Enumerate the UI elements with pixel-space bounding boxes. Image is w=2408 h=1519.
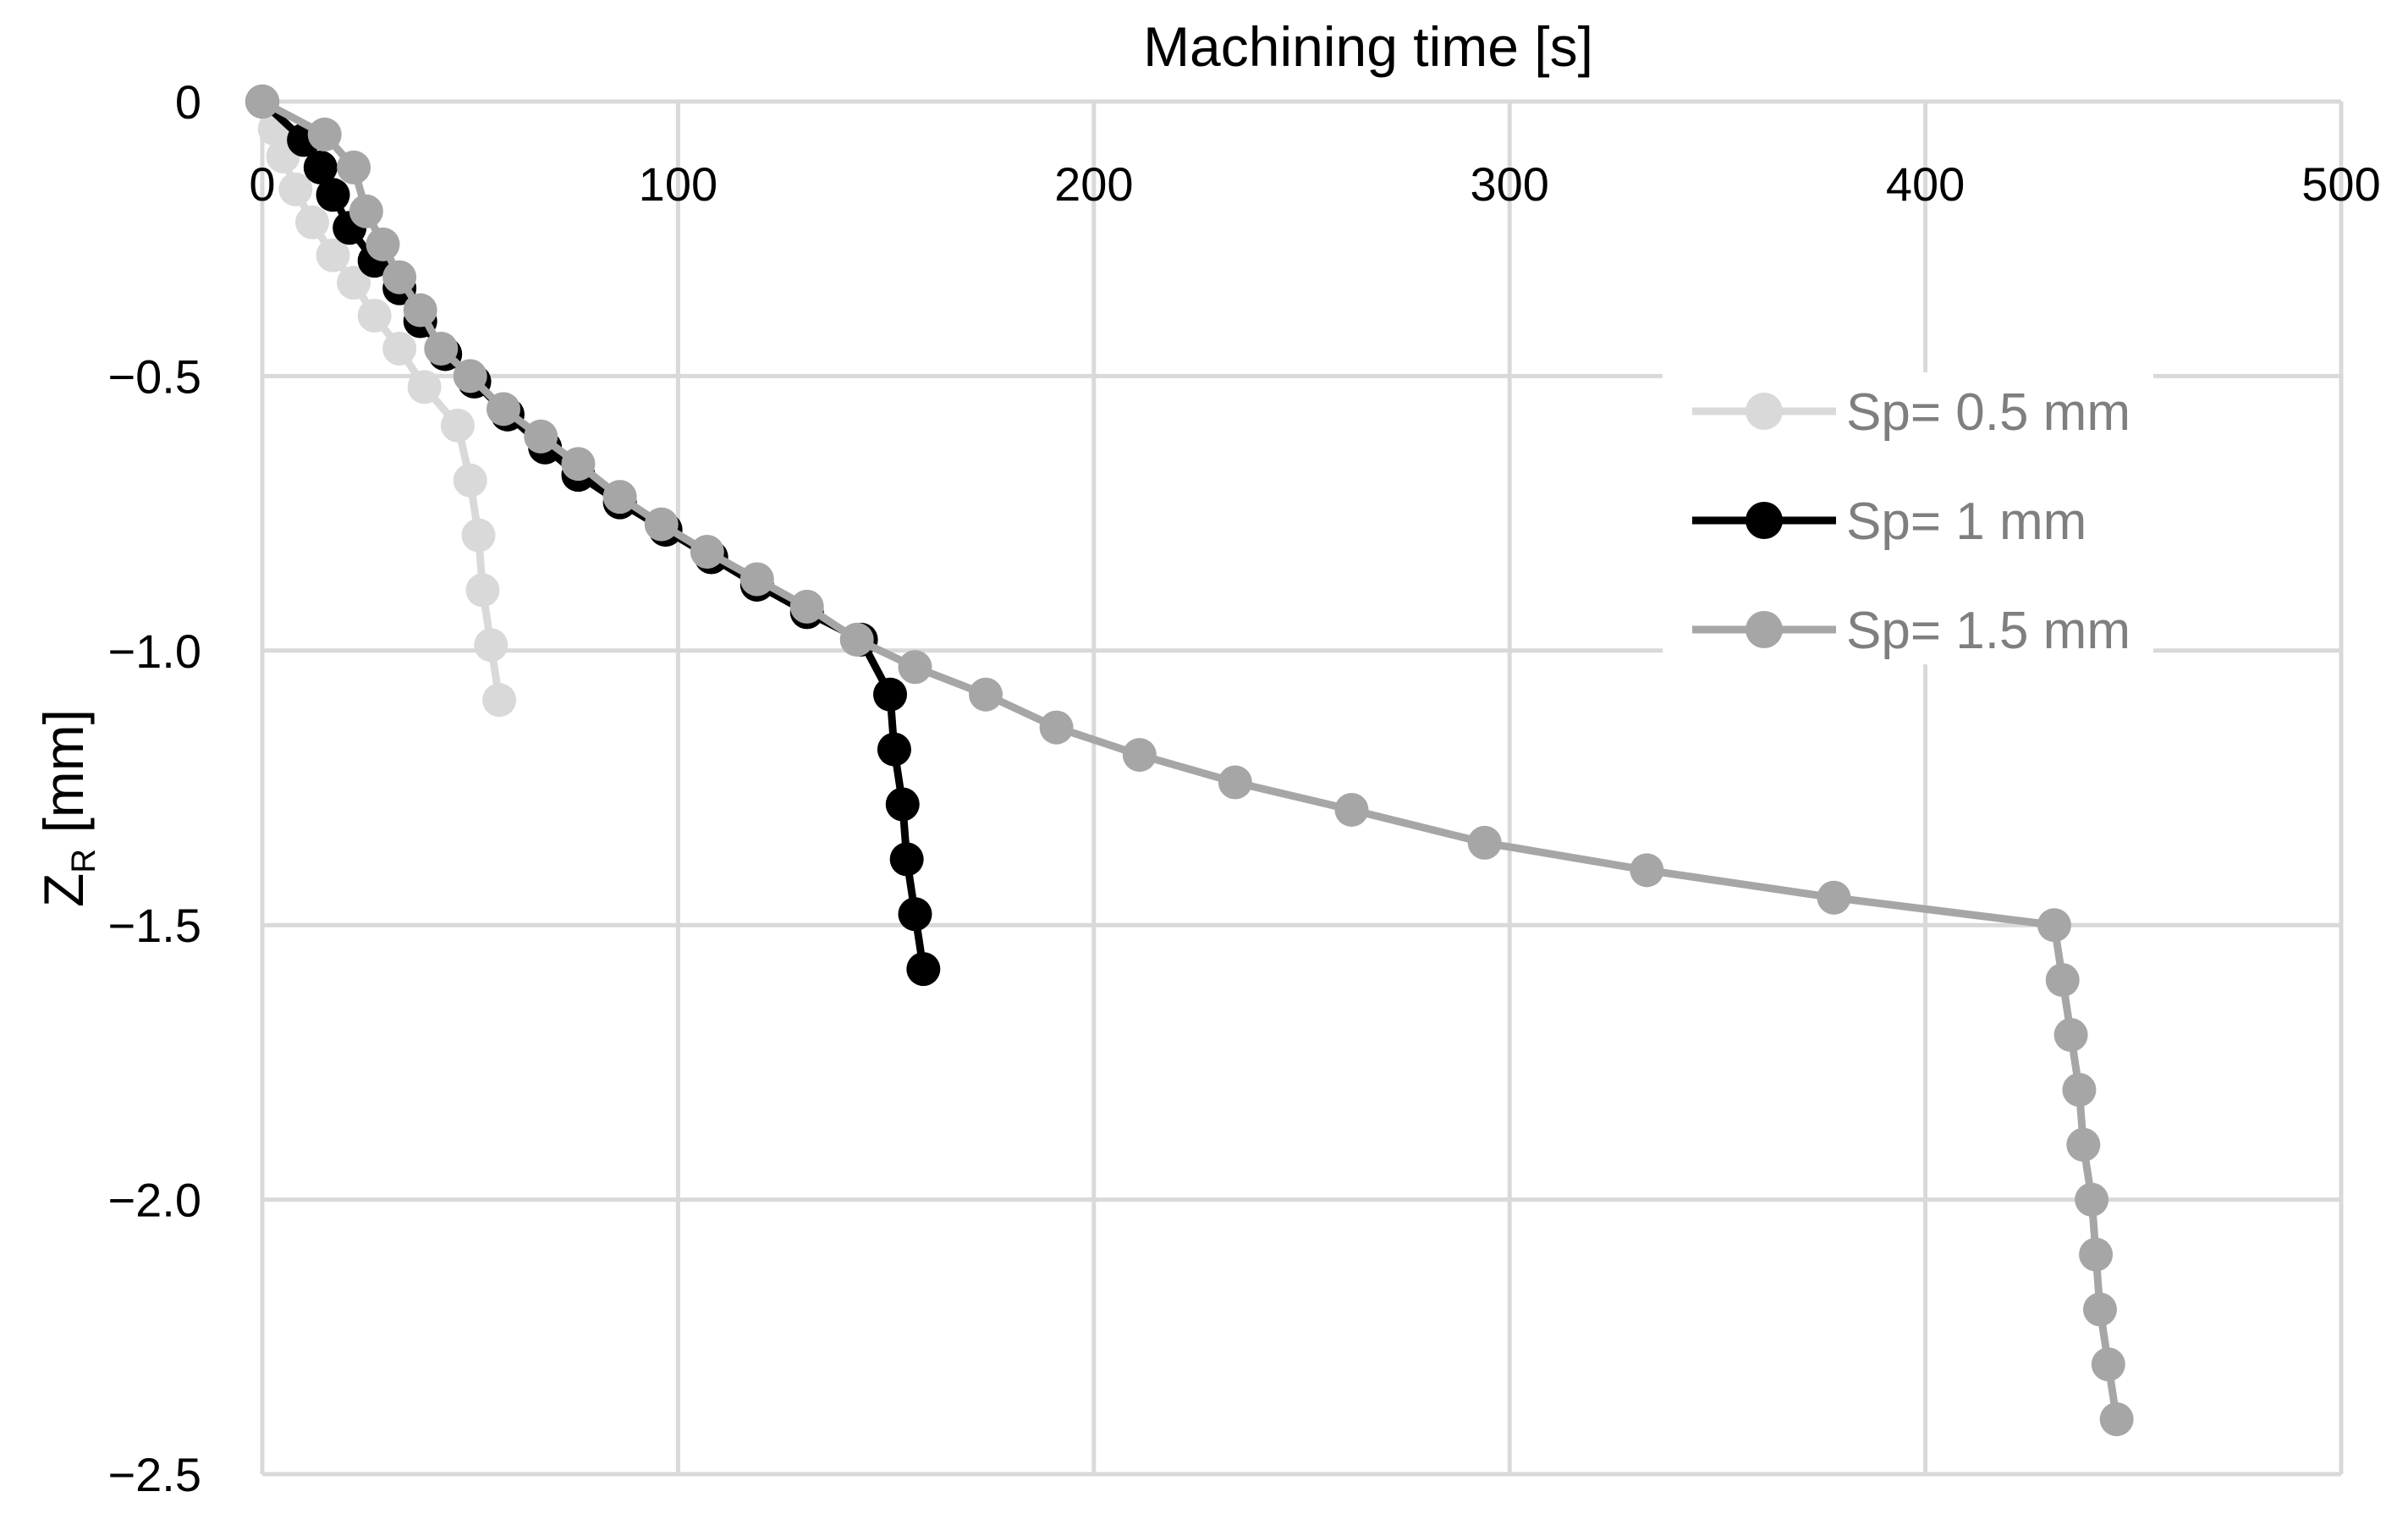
data-point — [424, 331, 459, 366]
data-point — [337, 266, 371, 300]
data-point — [644, 507, 679, 542]
y-tick-labels: 0 −0.5 −1.0 −1.5 −2.0 −2.5 — [107, 75, 201, 1501]
data-point — [2037, 908, 2071, 943]
data-point — [1122, 738, 1157, 773]
x-tick-label: 400 — [1886, 157, 1965, 211]
x-tick-label: 100 — [639, 157, 717, 211]
data-point — [474, 628, 509, 663]
y-tick-label: −1.5 — [107, 899, 201, 952]
legend-marker — [1746, 611, 1783, 648]
data-point — [307, 117, 342, 151]
data-point — [1467, 825, 1502, 860]
data-point — [2053, 1017, 2088, 1052]
data-point — [487, 392, 521, 427]
data-point — [482, 683, 517, 718]
legend-item-3: Sp= 1.5 mm — [1692, 602, 2130, 660]
data-point — [877, 732, 911, 767]
data-point — [2099, 1402, 2134, 1437]
data-point — [898, 650, 932, 685]
data-point — [1039, 710, 1074, 745]
data-point — [524, 419, 558, 454]
data-point — [906, 952, 941, 987]
data-point — [690, 535, 724, 570]
x-axis-title: Machining time [s] — [1143, 15, 1593, 78]
data-point — [1218, 765, 1252, 800]
data-point — [278, 172, 313, 206]
y-axis-title: ZR [mm] — [32, 709, 102, 907]
y-tick-label: −2.0 — [107, 1174, 201, 1227]
data-point — [789, 589, 824, 624]
y-tick-label: 0 — [175, 75, 201, 129]
data-point — [245, 85, 279, 118]
data-point — [465, 573, 500, 608]
data-point — [2075, 1182, 2109, 1217]
data-point — [739, 562, 774, 597]
data-point — [561, 447, 596, 482]
data-point — [969, 677, 1003, 712]
data-point — [2079, 1237, 2114, 1272]
data-point — [1817, 880, 1851, 915]
data-point — [316, 238, 350, 272]
data-point — [885, 787, 920, 822]
y-tick-label: −1.0 — [107, 625, 201, 678]
data-point — [357, 299, 392, 333]
data-point — [453, 359, 487, 394]
y-axis-title-unit: [mm] — [32, 709, 95, 849]
data-point — [461, 518, 496, 553]
data-point — [873, 677, 908, 712]
series-line — [258, 100, 503, 701]
data-point — [382, 260, 417, 294]
y-tick-label: −0.5 — [107, 349, 201, 403]
data-point — [337, 150, 371, 184]
legend: Sp= 0.5 mm Sp= 1 mm Sp= 1.5 mm — [1663, 372, 2153, 664]
data-point — [407, 370, 442, 405]
legend-label: Sp= 1 mm — [1846, 493, 2086, 551]
y-axis-title-subscript: R — [65, 849, 102, 873]
series-2 — [245, 85, 941, 987]
data-point — [2062, 1072, 2097, 1107]
series-group — [245, 85, 2134, 1437]
series-3 — [245, 85, 2134, 1437]
data-point — [2082, 1292, 2117, 1327]
x-tick-label: 500 — [2301, 157, 2380, 211]
data-point — [453, 463, 487, 498]
data-point — [316, 178, 350, 212]
y-tick-label: −2.5 — [107, 1448, 201, 1501]
data-point — [440, 408, 475, 443]
series-line — [260, 98, 2121, 1420]
x-tick-labels: 0 100 200 300 400 500 — [249, 157, 2380, 211]
legend-item-2: Sp= 1 mm — [1692, 493, 2086, 551]
data-point — [2091, 1347, 2125, 1382]
data-point — [898, 897, 932, 932]
data-point — [602, 480, 637, 515]
legend-marker — [1746, 393, 1783, 430]
legend-label: Sp= 1.5 mm — [1846, 602, 2130, 660]
legend-label: Sp= 0.5 mm — [1846, 383, 2130, 442]
data-point — [889, 842, 924, 877]
legend-item-1: Sp= 0.5 mm — [1692, 383, 2130, 442]
data-point — [294, 205, 329, 239]
data-point — [366, 227, 400, 261]
data-point — [303, 150, 338, 184]
x-tick-label: 200 — [1054, 157, 1133, 211]
data-point — [1334, 792, 1369, 827]
series-1 — [245, 85, 517, 718]
data-point — [382, 331, 417, 366]
data-point — [1630, 853, 1664, 888]
data-point — [349, 194, 383, 228]
data-point — [2066, 1127, 2101, 1162]
data-point — [403, 293, 437, 327]
x-tick-label: 300 — [1470, 157, 1548, 211]
data-point — [2045, 963, 2080, 998]
legend-marker — [1746, 502, 1783, 539]
grid — [260, 99, 2344, 1477]
data-point — [839, 622, 874, 657]
y-axis-title-main: Z — [32, 873, 95, 907]
